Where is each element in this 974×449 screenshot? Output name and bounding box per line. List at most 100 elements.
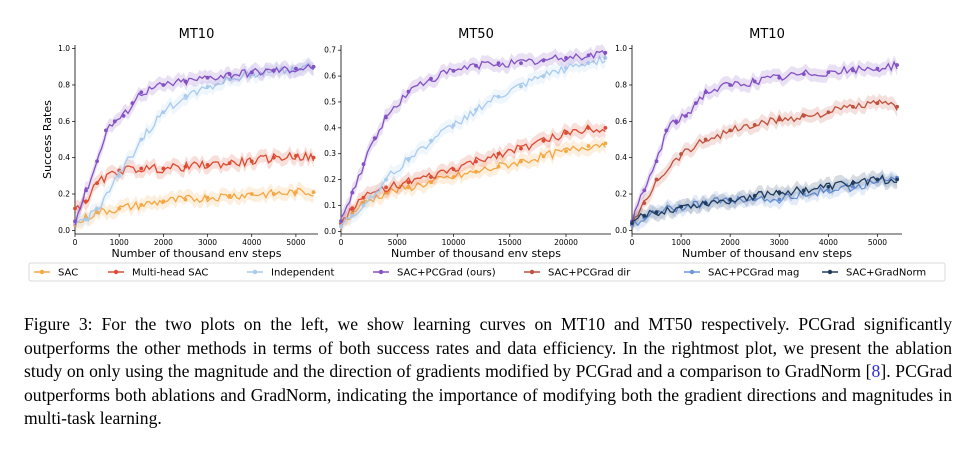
x-tick-label: 5000 — [388, 238, 407, 247]
chart-panel-mt10-left: MT10 0.0 0.2 0.4 0.6 0.8 1.0 0 1000 2000 3000 4000 5… — [41, 27, 318, 260]
data-point-sac-pcgrad-ours — [674, 119, 679, 124]
data-point-sac-pcgrad-ours — [875, 66, 880, 71]
y-tick-label: 0.6 — [58, 117, 70, 126]
legend-label-sac-pcgrad-dir: SAC+PCGrad dir — [548, 268, 631, 279]
data-point-sac-pcgrad-ours — [801, 72, 806, 76]
y-tick-label: 0.8 — [58, 80, 70, 89]
legend-label-sac-pcgrad-ours: SAC+PCGrad (ours) — [397, 268, 496, 279]
x-tick-label: 1000 — [672, 238, 691, 247]
data-point-sac-gradnorm — [875, 177, 880, 182]
data-point-sac — [564, 149, 568, 154]
data-point-sac-gradnorm — [752, 193, 757, 198]
y-tick-label: 0.7 — [324, 46, 336, 55]
x-tick-label: 0 — [339, 238, 344, 247]
data-point-sac-pcgrad-ours — [161, 83, 166, 87]
data-point-sac-gradnorm — [679, 204, 683, 209]
data-point-multi-head-sac — [603, 125, 608, 130]
data-point-sac-pcgrad-ours — [183, 79, 188, 84]
data-point-sac — [451, 175, 456, 179]
x-axis-label: Number of thousand env steps — [391, 247, 561, 260]
data-point-sac — [586, 144, 591, 148]
data-point-independent — [84, 217, 88, 222]
data-point-sac-pcgrad-ours — [654, 159, 659, 164]
data-point-sac — [496, 164, 501, 169]
x-tick-label: 4000 — [242, 238, 261, 247]
y-tick-label: 0.6 — [615, 117, 627, 126]
data-point-sac-pcgrad-ours — [693, 101, 698, 106]
data-point-sac — [227, 193, 232, 198]
data-point-sac-pcgrad-ours — [777, 75, 782, 80]
series-line-sac-gradnorm — [631, 174, 898, 222]
data-point-multi-head-sac — [451, 167, 456, 172]
data-point-sac-gradnorm — [777, 190, 782, 195]
data-point-multi-head-sac — [227, 161, 232, 166]
data-point-multi-head-sac — [249, 159, 254, 164]
data-point-sac-pcgrad-ours — [311, 64, 316, 69]
x-tick-label: 3000 — [198, 238, 217, 247]
chart-title: MT10 — [749, 27, 785, 42]
data-point-sac-gradnorm — [642, 213, 647, 218]
x-tick-label: 2000 — [154, 238, 173, 247]
y-tick-label: 0.6 — [324, 72, 336, 81]
data-point-multi-head-sac — [361, 195, 366, 200]
data-point-sac — [603, 141, 608, 146]
data-point-multi-head-sac — [311, 155, 316, 160]
data-point-sac-pcgrad-ours — [130, 101, 135, 106]
data-point-multi-head-sac — [183, 164, 188, 169]
data-point-multi-head-sac — [161, 166, 166, 171]
x-axis-label: Number of thousand env steps — [682, 247, 852, 260]
data-point-sac — [541, 154, 546, 159]
data-point-sac-pcgrad-mag — [777, 197, 782, 202]
data-point-sac-pcgrad-dir — [654, 177, 659, 182]
data-point-sac-pcgrad-ours — [205, 75, 210, 80]
legend-label-sac: SAC — [58, 268, 78, 279]
y-tick-label: 0.0 — [324, 227, 336, 236]
data-point-independent — [474, 107, 478, 112]
data-point-sac-pcgrad-ours — [703, 90, 708, 95]
data-point-sac-pcgrad-dir — [642, 201, 647, 206]
data-point-sac-pcgrad-ours — [249, 70, 254, 75]
data-point-sac-pcgrad-ours — [384, 115, 388, 120]
x-tick-label: 0 — [630, 238, 635, 247]
data-point-sac-pcgrad-mag — [826, 188, 831, 193]
data-point-sac-pcgrad-ours — [350, 190, 355, 195]
data-point-sac-pcgrad-ours — [752, 79, 757, 84]
data-point-sac-pcgrad-ours — [271, 68, 276, 73]
data-point-sac-pcgrad-ours — [361, 162, 366, 166]
x-tick-label: 5000 — [286, 238, 305, 247]
legend-marker-independent — [252, 269, 258, 275]
y-tick-label: 0.2 — [58, 190, 70, 199]
data-point-independent — [95, 206, 99, 211]
data-point-sac — [161, 199, 166, 204]
data-point-sac-pcgrad-ours — [728, 83, 733, 87]
data-point-sac — [249, 192, 254, 196]
data-point-sac-pcgrad-ours — [541, 58, 546, 63]
legend-label-sac-pcgrad-mag: SAC+PCGrad mag — [708, 268, 799, 279]
caption-citation-link[interactable]: 8 — [871, 361, 881, 381]
data-point-sac-pcgrad-ours — [139, 90, 144, 95]
data-point-sac-pcgrad-dir — [826, 110, 831, 115]
data-point-multi-head-sac — [406, 180, 411, 185]
y-tick-label: 1.0 — [615, 44, 627, 53]
data-point-sac-gradnorm — [826, 184, 831, 189]
data-point-multi-head-sac — [586, 125, 591, 130]
data-point-multi-head-sac — [294, 153, 298, 158]
x-tick-label: 3000 — [770, 238, 789, 247]
y-tick-label: 0.4 — [58, 153, 70, 162]
data-point-sac-pcgrad-ours — [564, 56, 568, 60]
data-point-sac-pcgrad-dir — [801, 113, 806, 118]
data-point-sac — [271, 192, 276, 196]
data-point-sac-pcgrad-dir — [728, 128, 733, 133]
data-point-sac — [205, 195, 210, 200]
data-point-independent — [361, 203, 366, 208]
data-point-independent — [586, 61, 591, 66]
data-point-independent — [541, 74, 546, 78]
data-point-independent — [183, 93, 188, 98]
data-point-multi-head-sac — [564, 131, 568, 135]
x-axis-label: Number of thousand env steps — [112, 247, 282, 260]
series-band-multi-head-sac — [341, 118, 606, 231]
x-tick-label: 10000 — [442, 238, 466, 247]
data-point-sac-gradnorm — [801, 188, 806, 193]
legend-marker-sac-pcgrad-mag — [689, 269, 695, 275]
data-point-sac-gradnorm — [703, 201, 708, 206]
